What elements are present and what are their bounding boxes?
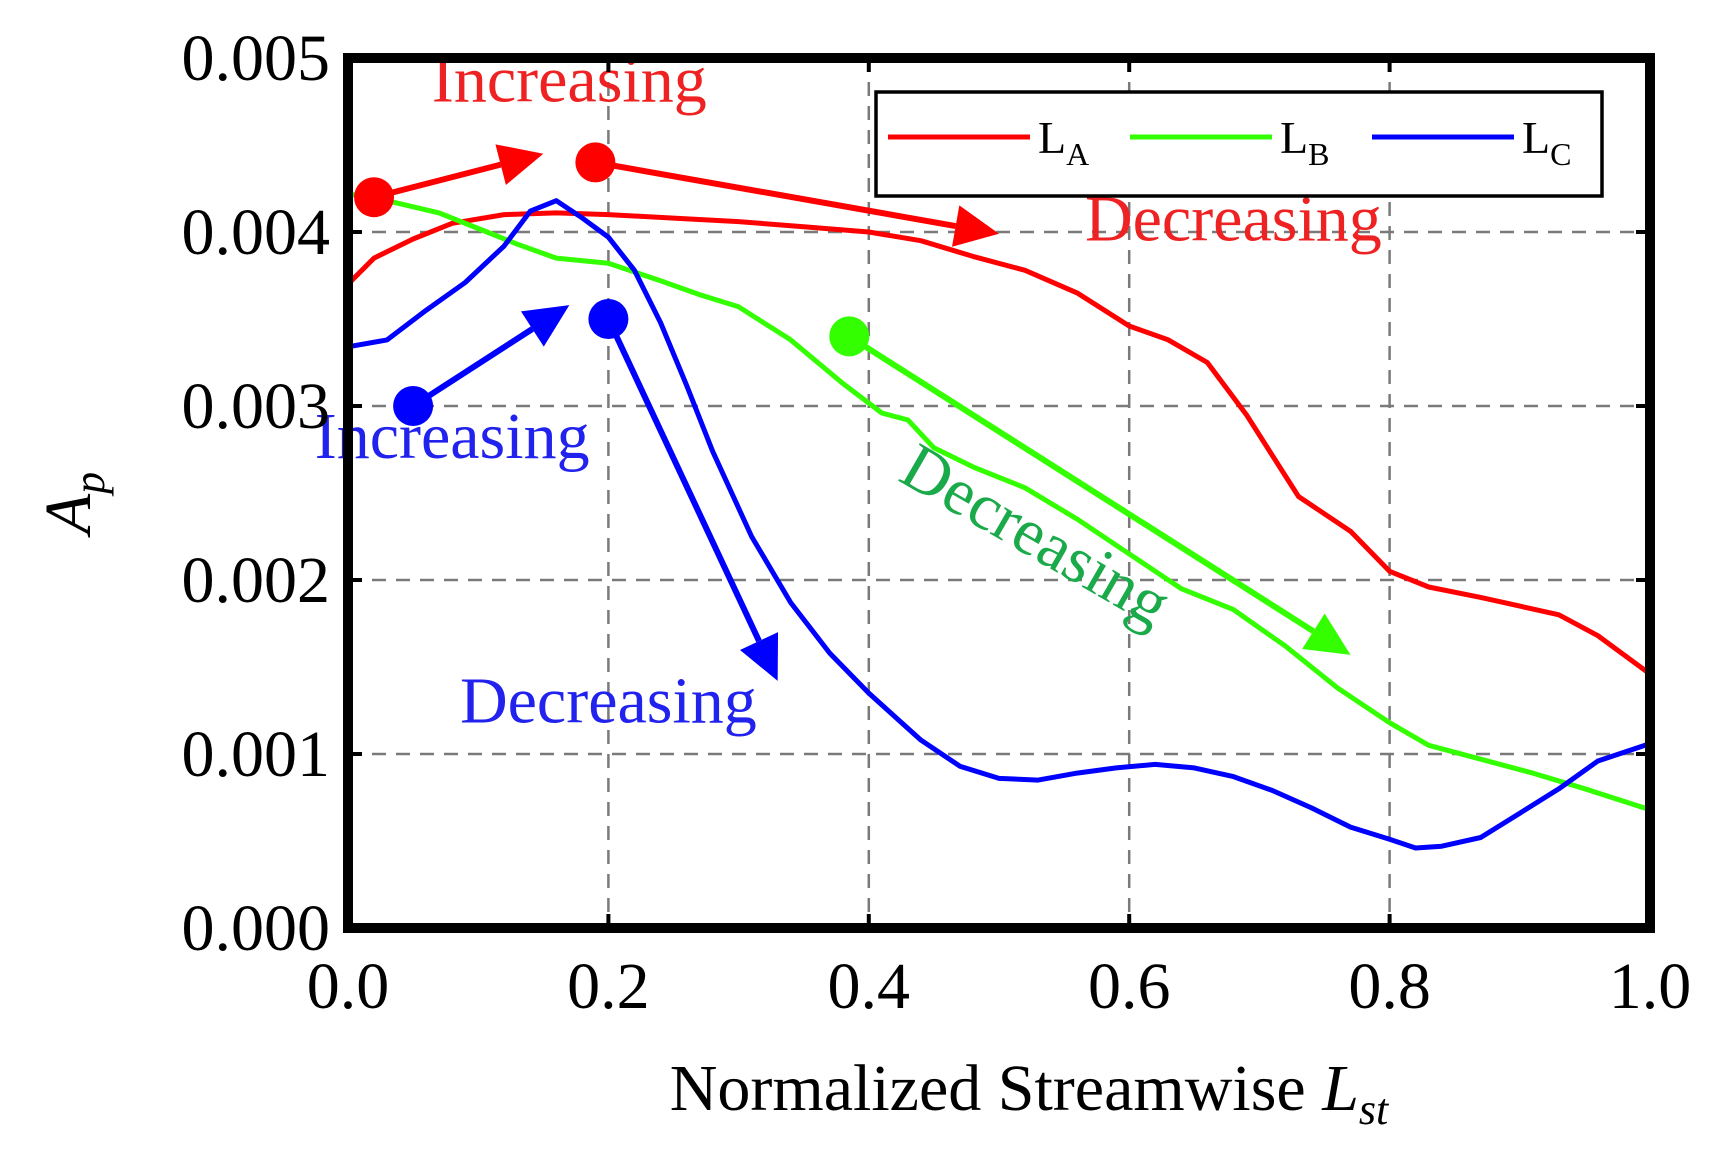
series-line-C: [345, 198, 1653, 851]
grid: [348, 58, 1650, 928]
legend-label-subscript: C: [1550, 136, 1571, 172]
x-axis-title: Normalized Streamwise Lst: [670, 1052, 1390, 1134]
x-tick-label: 0.4: [828, 950, 911, 1023]
x-axis-title-text: Normalized Streamwise: [670, 1052, 1306, 1125]
plot-frame: [343, 53, 1655, 933]
x-axis-title-symbol: L: [1321, 1052, 1359, 1125]
legend-label-subscript: B: [1308, 136, 1329, 172]
y-tick-label: 0.004: [182, 196, 331, 269]
trend-arrow-head: [739, 632, 779, 681]
x-axis-title-space: [1306, 1052, 1323, 1125]
x-tick-label: 0.0: [307, 950, 390, 1023]
trend-start-dot: [588, 299, 629, 339]
trend-arrow-head: [1302, 613, 1351, 655]
trend-arrow-shaft: [605, 317, 762, 643]
legend-label: LC: [1522, 112, 1571, 172]
trend-arrow-shaft: [373, 161, 502, 201]
y-tick-label: 0.003: [182, 370, 331, 443]
series-line-B: [345, 191, 1653, 813]
legend-label-main: L: [1522, 112, 1550, 163]
legend-items: LA LB LC: [888, 112, 1571, 172]
axis-ticks: 0.0 0.2 0.4 0.6 0.8 1.0 0.000 0.001 0.002 0.003 0.…: [182, 22, 1692, 1023]
x-tick-label: 0.2: [567, 950, 650, 1023]
y-tick-label: 0.001: [182, 718, 331, 791]
trend-start-dot: [354, 177, 395, 218]
trend-arrow-head: [520, 305, 570, 347]
trend-arrow-shaft: [847, 333, 1316, 634]
y-tick-label: 0.002: [182, 544, 331, 617]
y-axis-title-subscript: p: [65, 472, 114, 497]
series-lines: [345, 191, 1653, 851]
legend-label-subscript: A: [1066, 136, 1089, 172]
trend-arrow-shaft: [594, 159, 957, 230]
y-tick-label: 0.005: [182, 22, 331, 95]
y-axis-title-symbol: A: [32, 493, 105, 538]
x-tick-label: 1.0: [1609, 950, 1692, 1023]
legend: LA LB LC: [874, 90, 1604, 198]
trend-arrow-head: [952, 205, 999, 247]
trend-arrow-shaft: [411, 326, 535, 409]
trend-start-dot: [575, 142, 616, 183]
legend-label: LB: [1280, 112, 1329, 172]
trend-start-dot: [829, 316, 870, 357]
trend-arrow-head: [495, 144, 544, 185]
legend-label-main: L: [1038, 112, 1066, 163]
legend-label: LA: [1038, 112, 1089, 172]
annotation-label: Decreasing: [889, 429, 1183, 641]
annotation-label: Decreasing: [460, 665, 757, 738]
trend-arrows: [354, 142, 1351, 681]
annotation-label: Increasing: [315, 400, 590, 473]
legend-box: [874, 90, 1604, 198]
x-tick-label: 0.6: [1088, 950, 1171, 1023]
x-axis-title-subscript: st: [1359, 1085, 1390, 1134]
x-tick-label: 0.8: [1348, 950, 1431, 1023]
legend-label-main: L: [1280, 112, 1308, 163]
y-tick-label: 0.000: [182, 892, 331, 965]
trend-start-dot: [393, 386, 434, 426]
y-axis-title: Ap: [32, 472, 114, 538]
